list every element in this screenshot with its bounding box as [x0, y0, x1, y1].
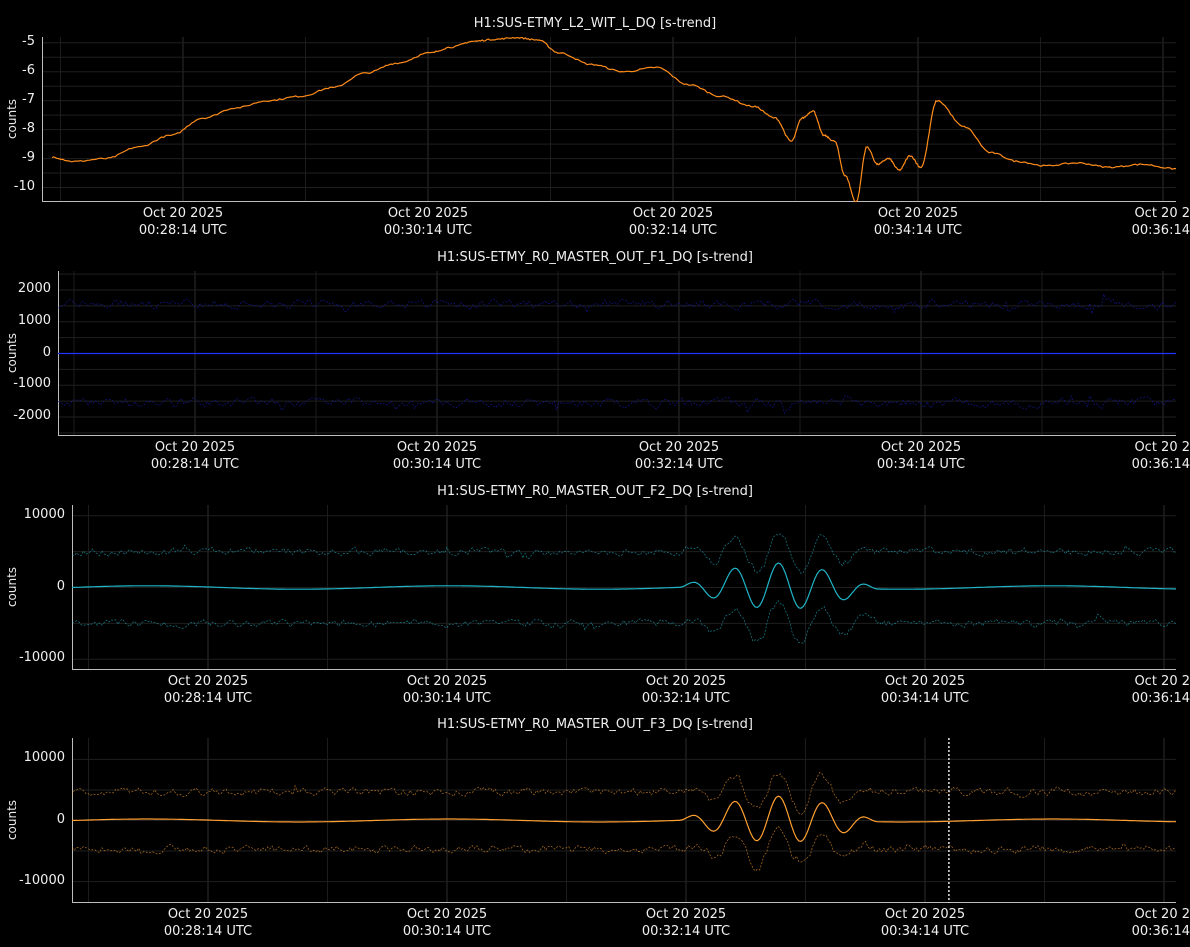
x-tick-label: Oct 20 2025 00:30:14 UTC — [387, 673, 507, 707]
x-tick-label: Oct 20 2025 00:32:14 UTC — [613, 205, 733, 239]
x-tick-label: Oct 20 2025 00:34:14 UTC — [865, 906, 985, 940]
x-tick-time: 00:30:14 UTC — [402, 924, 492, 939]
y-tick-label: -1000 — [13, 376, 51, 392]
x-tick-label: Oct 20 2 00:36:14 — [1103, 205, 1190, 239]
x-tick-time: 00:36:14 — [1131, 924, 1190, 939]
x-tick-date: Oct 20 2025 — [645, 907, 727, 922]
series-line-max — [58, 292, 1176, 316]
x-tick-date: Oct 20 2025 — [877, 206, 959, 221]
series-line-max — [72, 772, 1176, 815]
x-tick-label: Oct 20 2025 00:28:14 UTC — [148, 673, 268, 707]
series-line-min — [58, 394, 1176, 415]
series-line-min — [72, 600, 1176, 644]
chart-title: H1:SUS-ETMY_R0_MASTER_OUT_F1_DQ [s-trend… — [437, 250, 753, 265]
x-tick-date: Oct 20 2025 — [142, 206, 224, 221]
y-tick-label: -10 — [13, 178, 35, 194]
x-tick-date: Oct 20 2025 — [880, 440, 962, 455]
x-tick-time: 00:28:14 UTC — [163, 691, 253, 706]
y-tick-label: 2000 — [17, 281, 51, 297]
x-tick-time: 00:32:14 UTC — [628, 223, 718, 238]
x-tick-date: Oct 20 2025 — [406, 674, 488, 689]
chart-title: H1:SUS-ETMY_R0_MASTER_OUT_F2_DQ [s-trend… — [437, 484, 753, 499]
x-tick-date: Oct 20 2 — [1134, 907, 1190, 922]
x-tick-time: 00:28:14 UTC — [138, 223, 228, 238]
x-tick-time: 00:30:14 UTC — [392, 457, 482, 472]
series-line-mean — [72, 562, 1176, 609]
x-tick-label: Oct 20 2025 00:28:14 UTC — [123, 205, 243, 239]
x-tick-label: Oct 20 2025 00:34:14 UTC — [865, 673, 985, 707]
x-tick-time: 00:32:14 UTC — [641, 691, 731, 706]
y-tick-label: 10000 — [23, 750, 65, 766]
x-tick-label: Oct 20 2025 00:28:14 UTC — [135, 439, 255, 473]
chart-title: H1:SUS-ETMY_R0_MASTER_OUT_F3_DQ [s-trend… — [437, 717, 753, 732]
y-tick-label: -10000 — [18, 650, 65, 666]
y-tick-label: 0 — [56, 578, 65, 594]
y-tick-label: 0 — [56, 811, 65, 827]
x-tick-time: 00:32:14 UTC — [641, 924, 731, 939]
y-tick-label: -7 — [22, 91, 35, 107]
x-tick-label: Oct 20 2 00:36:14 — [1103, 439, 1190, 473]
y-tick-label: 0 — [42, 344, 51, 360]
x-tick-time: 00:28:14 UTC — [163, 924, 253, 939]
x-tick-date: Oct 20 2025 — [884, 907, 966, 922]
x-tick-time: 00:30:14 UTC — [383, 223, 473, 238]
x-tick-date: Oct 20 2025 — [645, 674, 727, 689]
series-line-max — [72, 533, 1176, 575]
y-tick-label: -8 — [22, 120, 35, 136]
x-tick-time: 00:36:14 — [1131, 223, 1190, 238]
x-tick-date: Oct 20 2 — [1134, 674, 1190, 689]
y-tick-label: -6 — [22, 62, 35, 78]
x-tick-time: 00:28:14 UTC — [150, 457, 240, 472]
x-tick-label: Oct 20 2025 00:32:14 UTC — [626, 673, 746, 707]
x-tick-label: Oct 20 2025 00:32:14 UTC — [619, 439, 739, 473]
y-tick-label: -9 — [22, 149, 35, 165]
series-line — [51, 37, 1176, 202]
x-tick-time: 00:34:14 UTC — [880, 691, 970, 706]
y-tick-label: -5 — [22, 33, 35, 49]
x-tick-date: Oct 20 2025 — [884, 674, 966, 689]
y-tick-label: 10000 — [23, 506, 65, 522]
x-tick-date: Oct 20 2 — [1134, 440, 1190, 455]
x-tick-time: 00:36:14 — [1131, 457, 1190, 472]
x-tick-label: Oct 20 2 00:36:14 — [1104, 906, 1190, 940]
x-tick-time: 00:34:14 UTC — [876, 457, 966, 472]
x-tick-date: Oct 20 2025 — [638, 440, 720, 455]
y-tick-label: 1000 — [17, 312, 51, 328]
plot-area[interactable] — [42, 37, 1176, 202]
y-tick-label: -10000 — [18, 872, 65, 888]
x-tick-label: Oct 20 2025 00:34:14 UTC — [861, 439, 981, 473]
x-tick-date: Oct 20 2025 — [632, 206, 714, 221]
x-tick-label: Oct 20 2025 00:28:14 UTC — [148, 906, 268, 940]
x-tick-time: 00:30:14 UTC — [402, 691, 492, 706]
x-tick-label: Oct 20 2025 00:30:14 UTC — [377, 439, 497, 473]
chart-title: H1:SUS-ETMY_L2_WIT_L_DQ [s-trend] — [473, 16, 717, 31]
series-line-min — [72, 825, 1176, 872]
x-tick-time: 00:36:14 — [1131, 691, 1190, 706]
y-tick-label: -2000 — [13, 407, 51, 423]
plot-area[interactable] — [72, 738, 1176, 903]
x-tick-time: 00:34:14 UTC — [880, 924, 970, 939]
x-tick-label: Oct 20 2025 00:30:14 UTC — [387, 906, 507, 940]
x-tick-label: Oct 20 2025 00:32:14 UTC — [626, 906, 746, 940]
x-tick-label: Oct 20 2025 00:30:14 UTC — [368, 205, 488, 239]
x-tick-date: Oct 20 2025 — [167, 674, 249, 689]
x-tick-time: 00:32:14 UTC — [634, 457, 724, 472]
x-tick-time: 00:34:14 UTC — [873, 223, 963, 238]
x-tick-date: Oct 20 2025 — [167, 907, 249, 922]
x-tick-label: Oct 20 2 00:36:14 — [1104, 673, 1190, 707]
x-tick-date: Oct 20 2025 — [154, 440, 236, 455]
x-tick-date: Oct 20 2025 — [387, 206, 469, 221]
x-tick-date: Oct 20 2025 — [406, 907, 488, 922]
plot-area[interactable] — [58, 271, 1176, 436]
x-tick-date: Oct 20 2 — [1134, 206, 1190, 221]
x-tick-date: Oct 20 2025 — [396, 440, 478, 455]
series-line-mean — [72, 795, 1176, 843]
x-tick-label: Oct 20 2025 00:34:14 UTC — [858, 205, 978, 239]
plot-area[interactable] — [72, 505, 1176, 670]
